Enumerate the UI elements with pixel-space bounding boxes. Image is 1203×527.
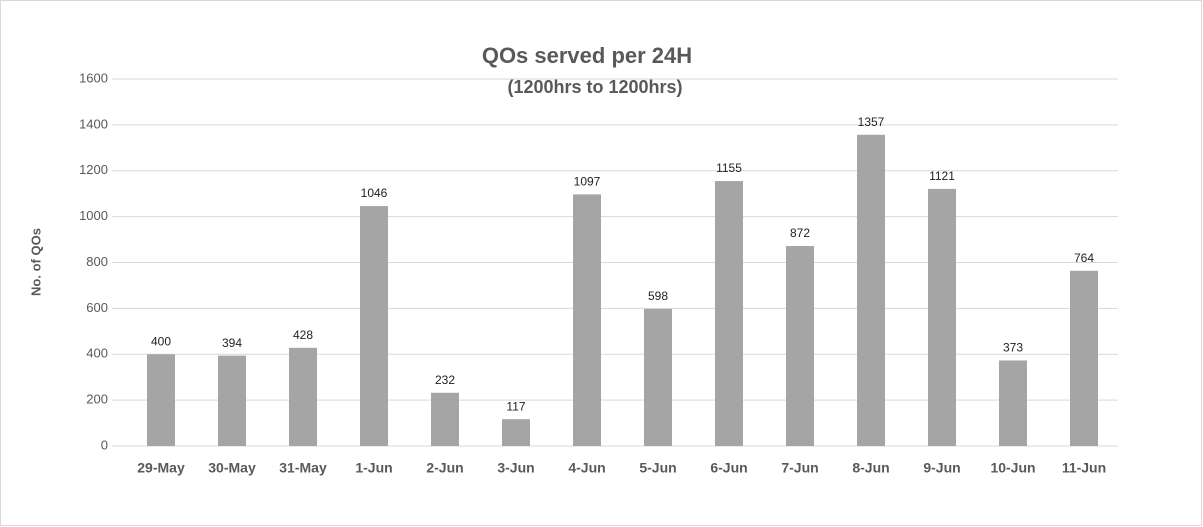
bar [715,181,743,446]
bar [502,419,530,446]
bar [857,134,885,446]
y-tick-label: 1200 [79,162,108,177]
x-tick-label: 31-May [279,460,327,476]
value-label: 1357 [858,115,885,129]
value-label: 400 [151,334,171,348]
value-label: 872 [790,226,810,240]
value-label: 373 [1003,341,1023,355]
value-label: 764 [1074,251,1094,265]
bar [999,360,1027,446]
x-tick-label: 8-Jun [852,460,889,476]
y-tick-label: 600 [86,300,108,315]
x-tick-label: 1-Jun [355,460,392,476]
x-tick-label: 11-Jun [1062,460,1106,476]
value-label: 1121 [929,169,955,183]
y-tick-label: 200 [86,392,108,407]
y-tick-label: 0 [101,437,108,452]
x-tick-label: 7-Jun [781,460,818,476]
x-tick-label: 10-Jun [990,460,1035,476]
bar [644,308,672,446]
y-tick-label: 1600 [79,70,108,85]
bar [1070,270,1098,446]
value-label: 232 [435,373,455,387]
y-tick-label: 1000 [79,208,108,223]
y-tick-label: 800 [86,254,108,269]
bar [218,355,246,446]
bar [360,206,388,446]
x-tick-label: 5-Jun [639,460,676,476]
x-tick-label: 3-Jun [497,460,534,476]
x-tick-label: 6-Jun [710,460,747,476]
value-label: 1155 [716,161,742,175]
bar [573,194,601,446]
bar [786,245,814,446]
y-axis-label: No. of QOs [28,228,43,296]
bar [431,392,459,446]
bar [147,354,175,446]
x-tick-label: 4-Jun [568,460,605,476]
y-tick-label: 1400 [79,116,108,131]
value-label: 428 [293,328,313,342]
chart-title: QOs served per 24H [482,43,692,68]
chart-subtitle: (1200hrs to 1200hrs) [507,77,682,97]
value-label: 1046 [361,186,388,200]
x-tick-label: 2-Jun [426,460,463,476]
value-label: 117 [506,399,525,413]
value-label: 394 [222,336,242,350]
y-tick-label: 400 [86,346,108,361]
x-tick-label: 29-May [137,460,185,476]
x-tick-label: 30-May [208,460,256,476]
bar [928,188,956,447]
value-label: 1097 [574,175,601,189]
value-label: 598 [648,289,668,303]
x-tick-label: 9-Jun [923,460,960,476]
bar [289,347,317,446]
